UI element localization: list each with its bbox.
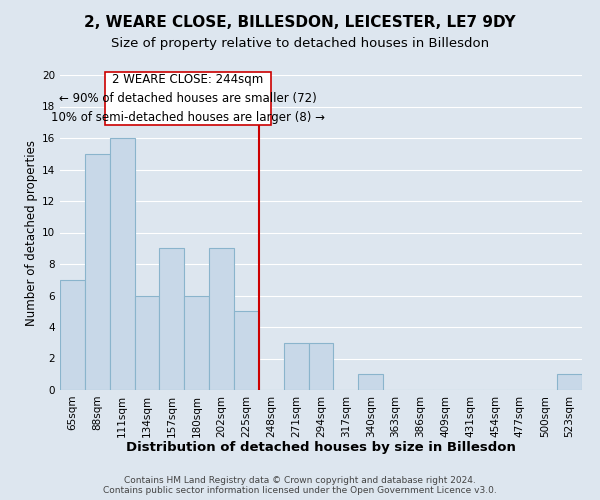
Bar <box>134 296 160 390</box>
Bar <box>234 311 259 390</box>
Bar <box>284 343 308 390</box>
Bar <box>209 248 234 390</box>
FancyBboxPatch shape <box>105 72 271 126</box>
Bar <box>308 343 334 390</box>
Text: 2, WEARE CLOSE, BILLESDON, LEICESTER, LE7 9DY: 2, WEARE CLOSE, BILLESDON, LEICESTER, LE… <box>84 15 516 30</box>
Bar <box>557 374 582 390</box>
Text: Contains public sector information licensed under the Open Government Licence v3: Contains public sector information licen… <box>103 486 497 495</box>
Text: Contains HM Land Registry data © Crown copyright and database right 2024.: Contains HM Land Registry data © Crown c… <box>124 476 476 485</box>
Y-axis label: Number of detached properties: Number of detached properties <box>25 140 38 326</box>
Bar <box>184 296 209 390</box>
X-axis label: Distribution of detached houses by size in Billesdon: Distribution of detached houses by size … <box>126 441 516 454</box>
Bar <box>358 374 383 390</box>
Bar <box>85 154 110 390</box>
Text: 2 WEARE CLOSE: 244sqm
← 90% of detached houses are smaller (72)
10% of semi-deta: 2 WEARE CLOSE: 244sqm ← 90% of detached … <box>51 73 325 124</box>
Bar <box>110 138 134 390</box>
Bar <box>60 280 85 390</box>
Bar <box>160 248 184 390</box>
Text: Size of property relative to detached houses in Billesdon: Size of property relative to detached ho… <box>111 38 489 51</box>
